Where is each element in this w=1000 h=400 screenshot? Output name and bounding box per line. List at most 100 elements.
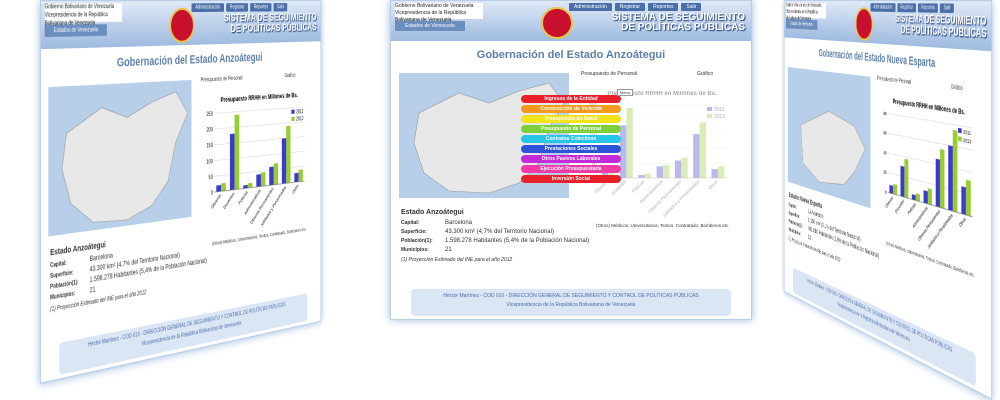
bar [966,179,971,217]
legend-swatch [291,116,295,122]
footer-line: Héctor Martínez - COD 010 - DIRECCIÓN GE… [807,278,953,355]
nav-button[interactable]: Reportes [648,3,679,11]
section-label[interactable]: Presupuesto de Personal [581,71,638,77]
bar [247,182,253,188]
state-map [48,79,192,237]
nav-button[interactable]: Registrar [226,3,249,12]
page-panel: Gobierno Bolivariano de Venezuela Vicepre… [40,0,322,384]
land [62,91,188,229]
menu-item[interactable]: Inversión Social [521,175,621,183]
legend-label: 2012 [714,114,725,120]
section-label[interactable]: Presupuesto de Personal [200,75,243,84]
footer-line: Vicepresidencia de la República Bolivari… [837,301,910,344]
logo: Gobierno Bolivariano de Venezuela Vicepre… [395,3,483,23]
legend-label: 2012 [963,137,972,145]
chart-note: (Otros) Médicos, Universitarios, Textos,… [596,223,730,228]
info-row: Superficie: 43.300 km² (4,7% del Territor… [401,229,591,235]
bar [674,160,682,178]
legend-label: 2011 [714,107,725,113]
y-tick-label: 60 [883,130,886,136]
bar [711,169,718,178]
state-info: Estado Anzoátegui Capital: Barcelona Superf… [401,209,591,263]
nav-button[interactable]: Registrar [897,3,917,13]
page-title: Gobernación del Estado Anzoátegui [476,49,666,61]
info-value: 43.300 km² (4,7% del Territorio Nacional… [445,229,554,235]
info-note: (1) Proyección Estimado del INE para el … [401,257,513,263]
bar [923,190,928,204]
state-info: Estado Anzoátegui Capital: Barcelona Superf… [50,226,208,313]
bar-chart: Presupuesto RRHH en Millones de Bs.05010… [589,91,727,218]
menu-item[interactable]: Ejecución Presupuestaria [521,165,621,173]
y-tick-label: 50 [591,161,597,167]
page-title: Gobernación del Estado Anzoátegui [116,51,263,70]
bar [608,170,615,178]
y-tick-label: 200 [206,127,212,134]
nav-button[interactable]: Salir [681,3,702,11]
bar [699,122,706,178]
nav-button[interactable]: Registrar [614,3,646,11]
states-tab[interactable]: Estados de Venezuela [44,24,107,38]
nav-button[interactable]: Administración [870,3,896,13]
nav-button[interactable]: Salir [273,3,288,12]
info-value: Barcelona [445,220,473,226]
menu-item[interactable]: Otros Pasivos Laborales [521,155,621,163]
menu-item[interactable]: Prestaciones Sociales [521,145,621,153]
bar [260,172,266,187]
banner-line: SISTEMA DE SEGUIMIENTO [611,12,745,23]
chart-title: Presupuesto RRHH en Millones de Bs. [893,99,966,117]
footer-line: Vicepresidencia de la República Bolivari… [141,320,242,348]
footer: Héctor Martínez - COD 010 - DIRECCIÓN GE… [792,267,976,387]
nav-button[interactable]: Administración [191,3,224,13]
legend-swatch [291,109,295,114]
x-tick-label: Otros [292,183,300,196]
bar [915,193,920,202]
bar [717,166,725,178]
info-row: Población(1): 1.598.278 Habitantes (5,4% … [401,238,591,244]
org-name: Gobierno Bolivariano de Venezuela [44,3,115,11]
bar [663,164,670,178]
grid-line [214,151,304,160]
seal [855,7,873,42]
bar [229,133,235,191]
menu-item[interactable]: Presupuesto de Personal [521,125,621,133]
nav-bar: Administración Registrar Reportes Salir [191,3,288,13]
bar [961,186,967,215]
y-tick-label: 50 [209,175,213,182]
states-tab[interactable]: Estados de Venezuela [395,21,465,31]
nav-button[interactable]: Administración [569,3,612,11]
legend-swatch [707,114,712,118]
menu-title: Menu [616,89,633,96]
nav-button[interactable]: Reportes [918,3,939,13]
graph-link[interactable]: Gráfico [697,71,714,77]
bar [952,129,958,213]
state-map [787,66,871,209]
graph-link[interactable]: Gráfico [284,72,296,80]
sea [787,66,871,209]
menu-item[interactable]: Presupuesto de Salud [521,115,621,123]
y-tick-label: 100 [206,159,212,166]
y-tick-label: 0 [885,189,887,195]
info-key: Población(1): [401,238,433,244]
graph-link[interactable]: Gráfico [950,84,963,93]
x-tick-label: Policías [238,189,249,206]
bar [948,145,953,212]
menu-item[interactable]: Contratos Colectivos [521,135,621,143]
states-tab[interactable]: Estados de Venezuela [786,19,818,30]
logo: Gobierno Bolivariano de Venezuela Vicepre… [44,3,123,28]
menu-item[interactable]: Ingresos de la Entidad [521,95,621,103]
bar [286,125,291,184]
popup-menu: Menu Ingresos de la Entidad Construcción d… [521,89,633,185]
dept-name: Vicepresidencia de la República Bolivari… [395,10,467,23]
footer-line: Héctor Martínez - COD 010 - DIRECCIÓN GE… [443,293,699,299]
header: Gobierno Bolivariano de Venezuela Vicepre… [391,1,751,41]
nav-button[interactable]: Reportes [250,3,272,12]
x-tick-label: Obreros [211,193,223,211]
menu-item[interactable]: Construcción de Vivienda [521,105,621,113]
nav-button[interactable]: Salir [940,3,955,14]
banner-title: SISTEMA DE SEGUIMIENTO DE POLÍTICAS PÚBLI… [895,13,986,41]
x-tick-label: Obreros Permanentes [250,186,275,226]
section-label[interactable]: Presupuesto de Personal [877,75,912,87]
bar [656,166,663,178]
info-title: Estado Anzoátegui [401,209,464,216]
